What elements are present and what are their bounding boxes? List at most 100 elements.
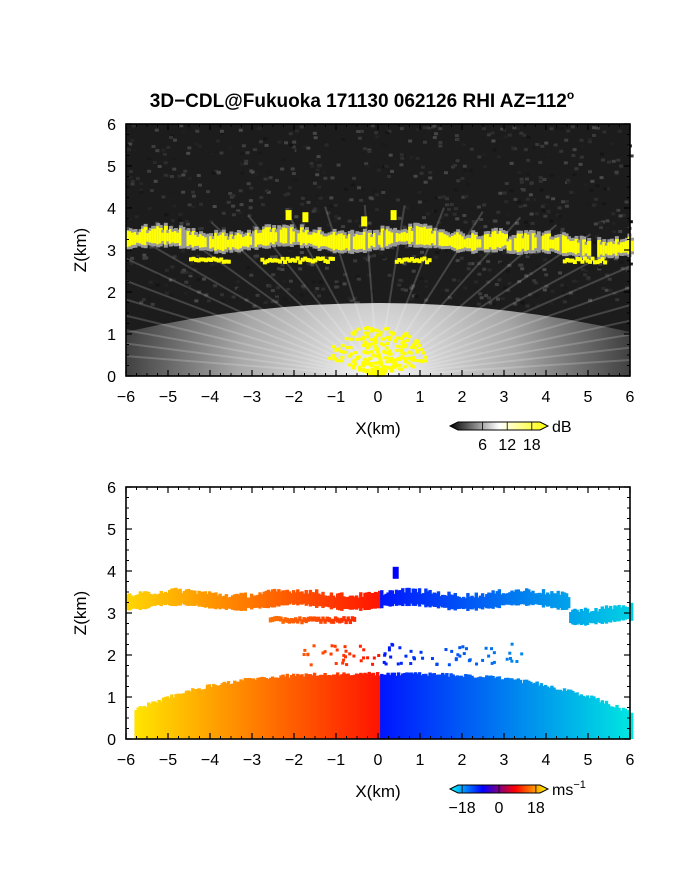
cloud-cell [617,244,622,253]
cloud-velocity-cell [155,594,159,606]
noise-speckle [453,207,458,211]
cloud-cell [624,240,629,253]
boundary-layer-cell [352,674,357,739]
cloud-cell [166,232,171,242]
cloud-velocity-cell [275,591,279,606]
strong-echo-cell [402,357,407,361]
noise-speckle [252,304,257,308]
cloud-velocity-cell [136,594,140,609]
noise-speckle [172,167,177,171]
noise-speckle [552,165,557,169]
noise-speckle [503,135,508,139]
noise-speckle [212,149,217,153]
noise-speckle [625,266,630,270]
noise-speckle [210,262,215,266]
noise-speckle [219,293,224,297]
boundary-layer-cell [491,675,495,739]
cloud-velocity-cell [533,593,537,605]
noise-speckle [497,260,502,264]
noise-speckle [500,130,505,134]
boundary-layer-cell [567,689,571,739]
noise-speckle [513,129,518,133]
noise-speckle [437,221,442,225]
strong-echo-cell [366,331,371,335]
boundary-layer-cell [443,674,447,739]
cloud-cell [453,234,458,249]
strong-echo-cell [365,359,370,363]
cloud-velocity-cell [153,593,157,606]
cloud-velocity-cell [407,587,411,607]
cloud-velocity-cell [220,596,224,609]
boundary-layer-cell [564,690,569,739]
noise-speckle [128,170,133,174]
cloud-velocity-cell [352,596,357,610]
cloud-velocity-cell [518,591,523,605]
boundary-layer-cell [153,701,157,739]
boundary-layer-cell [476,677,481,739]
x-tick-label: 4 [542,389,551,406]
boundary-layer-cell [619,710,623,739]
cloud-fringe [383,230,388,248]
noise-speckle [388,153,393,157]
noise-speckle [336,163,341,167]
boundary-layer-cell [306,674,310,739]
noise-speckle [515,221,520,225]
boundary-layer-cell [480,677,485,739]
boundary-layer-cell [260,676,264,739]
noise-speckle [482,152,487,156]
noise-speckle [177,174,182,178]
boundary-layer-cell [399,675,403,739]
noise-speckle [253,172,258,176]
noise-speckle [539,295,544,299]
cloud-cell [199,234,204,248]
noise-speckle [613,257,618,261]
lower-cloud-velocity-cell [342,616,346,622]
cloud-cell [380,228,385,248]
strong-echo-cell [348,346,353,350]
noise-speckle [168,138,173,142]
strong-echo-cell [409,345,414,349]
noise-speckle [149,245,154,249]
y-tick-label: 1 [107,327,116,344]
boundary-layer-cell [413,672,418,739]
boundary-layer-cell [432,673,436,739]
noise-speckle [588,298,593,302]
velocity-xlabel: X(km) [355,782,400,801]
boundary-layer-cell [270,676,275,739]
cloud-velocity-cell [430,593,434,606]
cloud-cell [582,239,587,256]
boundary-layer-cell [401,673,405,739]
strong-echo-cell [374,329,379,333]
noise-speckle [492,302,497,306]
scatter-velocity-cell [456,653,460,657]
cloud-cell [320,234,325,247]
noise-speckle [587,137,592,141]
lower-cloud-velocity-cell [325,616,329,622]
cloud-cell [516,233,521,253]
noise-speckle [209,152,214,156]
noise-speckle [551,197,556,201]
cloud-cell [471,233,476,251]
noise-speckle [619,260,624,264]
noise-speckle [180,270,185,274]
x-tick-label: −1 [327,752,345,769]
noise-speckle [213,284,218,288]
noise-speckle [411,294,416,298]
strong-echo-cell [416,340,421,344]
strong-echo-cell [386,351,391,355]
cloud-velocity-cell [193,590,197,606]
noise-speckle [524,177,529,181]
boundary-layer-cell [478,676,483,739]
noise-speckle [263,137,268,141]
noise-speckle [216,139,221,143]
noise-speckle [444,203,449,207]
noise-speckle [452,292,457,296]
cloud-cell [297,233,302,242]
boundary-layer-cell [539,683,544,739]
noise-speckle [186,151,191,155]
noise-speckle [361,188,366,192]
cloud-velocity-cell [476,597,481,608]
strong-echo-cell [372,338,377,342]
noise-speckle [399,127,404,131]
boundary-layer-cell [172,697,176,739]
